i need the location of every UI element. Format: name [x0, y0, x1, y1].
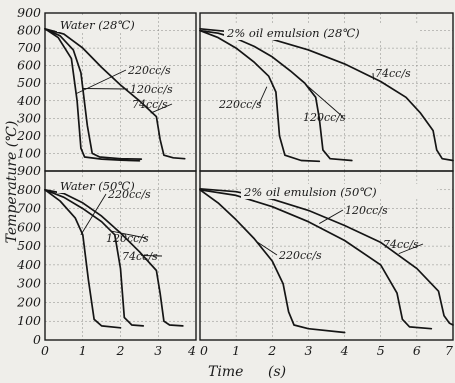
series-label-bottom-right-1: 120cc/s [345, 204, 388, 217]
x-tick-label-left: 2 [116, 343, 125, 358]
panel-title-bottom-left: Water (50℃) [60, 179, 135, 193]
y-tick-label: 500 [17, 238, 41, 253]
y-tick-label: 0 [33, 332, 41, 347]
series-label-bottom-right-2: 74cc/s [383, 238, 419, 251]
annotation-leaders [75, 69, 424, 257]
series-label-bottom-left-2: 74cc/s [122, 250, 158, 263]
cooling-curve-bottom-left-120cc-per-s [44, 188, 145, 327]
series-label-top-left-0: 220cc/s [127, 64, 171, 77]
x-tick-label-right: 0 [200, 343, 208, 358]
x-tick-label-right: 7 [445, 343, 453, 358]
annotation-leader-line [398, 243, 424, 255]
panel-title-background [57, 17, 141, 32]
x-tick-label-left: 0 [41, 343, 49, 358]
cooling-curve-top-left-220cc-per-s [44, 27, 141, 162]
x-tick-label-right: 4 [340, 343, 349, 358]
y-tick-label: 200 [16, 294, 41, 309]
series-label-bottom-left-1: 120cc/s [106, 232, 149, 245]
x-axis-unit: (s) [268, 364, 286, 380]
cooling-curve-bottom-right-220cc-per-s [199, 188, 346, 334]
annotation-leader-line [80, 193, 107, 236]
x-tick-label-right: 2 [267, 343, 276, 358]
annotation-leader-line [110, 230, 147, 239]
cooling-curve-top-left-74cc-per-s [44, 27, 186, 160]
panel-frame-bottom-left [44, 170, 197, 341]
y-tick-label: 700 [17, 201, 41, 216]
gridlines [45, 13, 453, 340]
y-tick-label: 300 [17, 276, 41, 291]
series-label-bottom-left-0: 220cc/s [107, 188, 151, 201]
y-tick-label: 300 [17, 110, 41, 125]
series-label-top-right-0: 220cc/s [218, 98, 262, 111]
annotation-leader-line [82, 88, 129, 90]
cooling-curve-bottom-left-220cc-per-s [44, 188, 122, 329]
annotation-leader-line [308, 86, 344, 118]
x-tick-label-right: 3 [304, 343, 312, 358]
y-tick-label: 800 [17, 182, 41, 197]
series-label-top-right-2: 74cc/s [375, 67, 411, 80]
panel-title-background [224, 25, 420, 40]
x-tick-label-right: 1 [232, 343, 240, 358]
x-tick-label-right: 6 [413, 343, 421, 358]
y-tick-label: 900 [17, 163, 41, 178]
cooling-curve-bottom-right-120cc-per-s [199, 188, 433, 330]
annotation-leader-line [319, 209, 344, 224]
annotation-leader-line [150, 103, 173, 114]
y-tick-label: 700 [17, 40, 41, 55]
panel-title-bottom-right: 2% oil emulsion (50℃) [243, 185, 377, 199]
x-tick-label-left: 3 [154, 343, 162, 358]
panel-title-background [57, 178, 141, 193]
y-tick-label: 200 [16, 128, 41, 143]
annotation-leader-line [143, 255, 163, 257]
x-axis-title: Time [208, 364, 243, 380]
y-tick-label: 600 [17, 219, 41, 234]
x-tick-label-left: 1 [79, 343, 87, 358]
y-tick-label: 600 [17, 58, 41, 73]
y-tick-label: 100 [17, 313, 41, 328]
y-tick-label: 900 [17, 5, 41, 20]
y-tick-label: 400 [16, 257, 41, 272]
x-tick-label-left: 4 [187, 343, 196, 358]
panel-frame-bottom-right [199, 170, 454, 341]
x-tick-label-right: 5 [377, 343, 385, 358]
series-label-top-left-2: 74cc/s [132, 98, 168, 111]
panel-title-background [241, 184, 437, 199]
cooling-curve-top-right-220cc-per-s [199, 29, 321, 163]
annotation-leader-line [258, 86, 268, 105]
cooling-curve-bottom-right-74cc-per-s [199, 187, 454, 326]
y-tick-label: 500 [17, 75, 41, 90]
y-tick-label: 800 [17, 23, 41, 38]
panel-title-top-right: 2% oil emulsion (28℃) [226, 26, 360, 40]
cooling-curve-bottom-left-74cc-per-s [44, 188, 184, 327]
panel-title-top-left: Water (28℃) [60, 18, 135, 32]
cooling-curve-top-left-120cc-per-s [44, 27, 143, 160]
annotation-leader-line [257, 241, 278, 256]
series-label-bottom-right-0: 220cc/s [278, 249, 322, 262]
panel-frames [44, 12, 454, 341]
y-axis-title: Temperature (℃) [4, 121, 20, 244]
y-tick-label: 100 [17, 145, 41, 160]
y-tick-label: 400 [16, 93, 41, 108]
annotation-leader-line [75, 69, 127, 95]
chart-text: Water (28℃) 220cc/s 120cc/s 74cc/s 2% oil em… [4, 5, 453, 380]
series-label-top-right-1: 120cc/s [303, 111, 346, 124]
series-label-top-left-1: 120cc/s [130, 83, 173, 96]
